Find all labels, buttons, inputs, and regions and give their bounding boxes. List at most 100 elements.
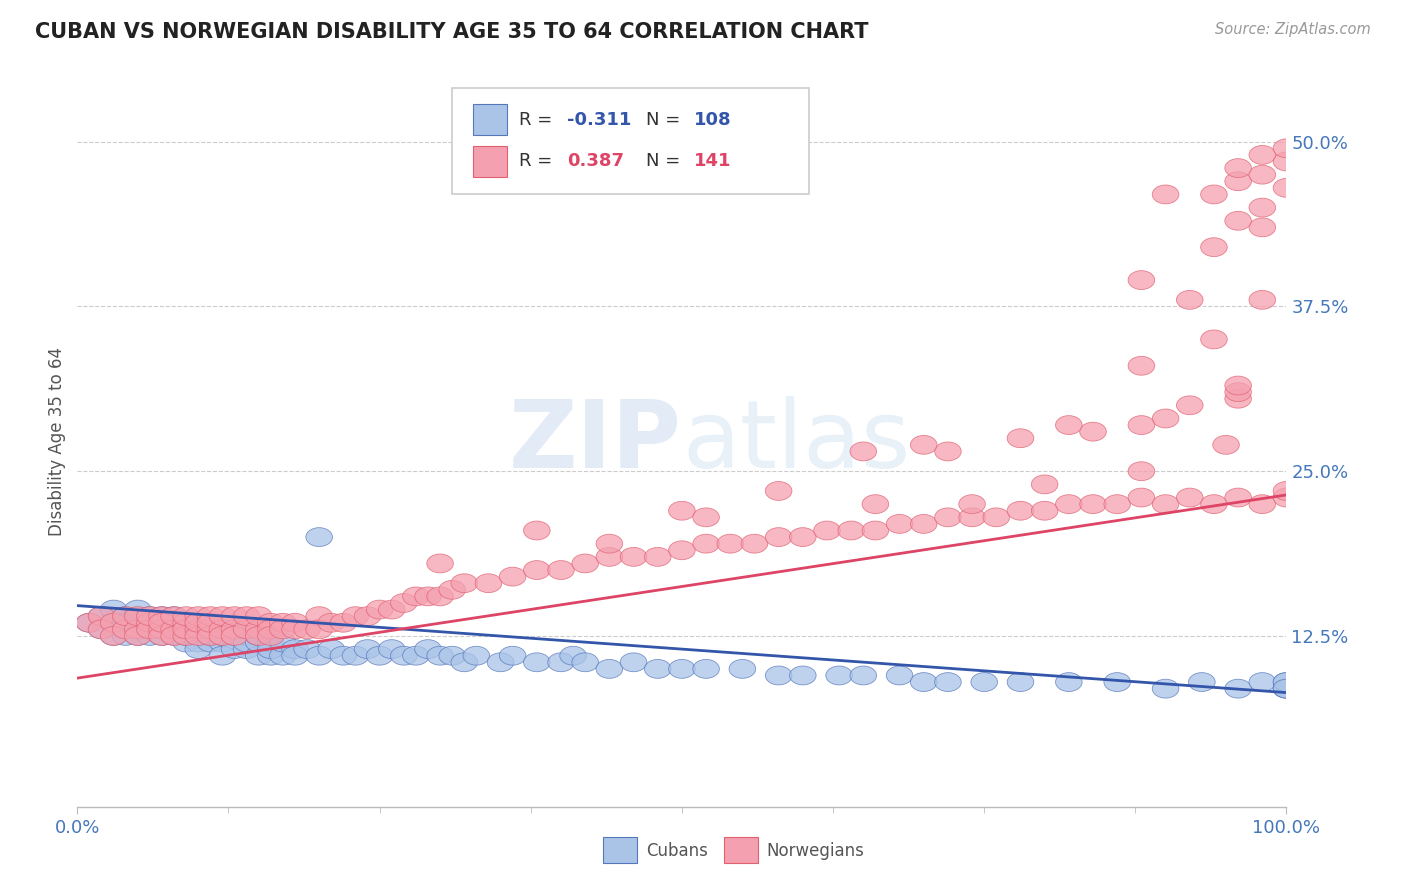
- Ellipse shape: [197, 626, 224, 645]
- Ellipse shape: [209, 607, 236, 625]
- Ellipse shape: [1274, 178, 1299, 197]
- Ellipse shape: [197, 633, 224, 652]
- Ellipse shape: [186, 626, 211, 645]
- Ellipse shape: [149, 607, 176, 625]
- Ellipse shape: [1249, 198, 1275, 217]
- Ellipse shape: [499, 567, 526, 586]
- Ellipse shape: [209, 626, 236, 645]
- Ellipse shape: [318, 640, 344, 658]
- Ellipse shape: [862, 521, 889, 540]
- Ellipse shape: [221, 620, 247, 639]
- Ellipse shape: [1274, 488, 1299, 507]
- Text: 0.387: 0.387: [567, 153, 624, 170]
- Ellipse shape: [89, 620, 115, 639]
- Ellipse shape: [149, 626, 176, 645]
- Ellipse shape: [972, 673, 997, 691]
- Ellipse shape: [548, 560, 574, 580]
- Ellipse shape: [1274, 152, 1299, 171]
- Ellipse shape: [186, 633, 211, 652]
- Ellipse shape: [693, 534, 720, 553]
- Ellipse shape: [186, 607, 211, 625]
- Ellipse shape: [136, 614, 163, 632]
- Ellipse shape: [125, 607, 150, 625]
- Ellipse shape: [100, 600, 127, 619]
- Ellipse shape: [402, 647, 429, 665]
- Ellipse shape: [186, 626, 211, 645]
- Ellipse shape: [596, 548, 623, 566]
- Ellipse shape: [160, 620, 187, 639]
- Text: Source: ZipAtlas.com: Source: ZipAtlas.com: [1215, 22, 1371, 37]
- Ellipse shape: [1177, 396, 1204, 415]
- Ellipse shape: [717, 534, 744, 553]
- Ellipse shape: [959, 495, 986, 514]
- Ellipse shape: [959, 508, 986, 527]
- Ellipse shape: [233, 607, 260, 625]
- Ellipse shape: [439, 647, 465, 665]
- Ellipse shape: [596, 534, 623, 553]
- Ellipse shape: [499, 647, 526, 665]
- Ellipse shape: [1153, 409, 1178, 428]
- Ellipse shape: [221, 620, 247, 639]
- Ellipse shape: [378, 600, 405, 619]
- Ellipse shape: [1274, 679, 1299, 698]
- Ellipse shape: [862, 495, 889, 514]
- Ellipse shape: [233, 633, 260, 652]
- Ellipse shape: [814, 521, 841, 540]
- Ellipse shape: [1032, 501, 1057, 520]
- Ellipse shape: [935, 508, 962, 527]
- Ellipse shape: [197, 614, 224, 632]
- Ellipse shape: [1201, 330, 1227, 349]
- Ellipse shape: [149, 620, 176, 639]
- Ellipse shape: [197, 607, 224, 625]
- Ellipse shape: [1056, 416, 1083, 434]
- Ellipse shape: [112, 607, 139, 625]
- Ellipse shape: [160, 620, 187, 639]
- Ellipse shape: [439, 581, 465, 599]
- Ellipse shape: [1274, 673, 1299, 691]
- Ellipse shape: [415, 587, 441, 606]
- Ellipse shape: [1128, 356, 1154, 376]
- Ellipse shape: [197, 614, 224, 632]
- Ellipse shape: [1153, 185, 1178, 204]
- Ellipse shape: [112, 620, 139, 639]
- Ellipse shape: [911, 673, 936, 691]
- Ellipse shape: [1177, 488, 1204, 507]
- Ellipse shape: [307, 647, 332, 665]
- Ellipse shape: [186, 614, 211, 632]
- Ellipse shape: [391, 593, 418, 613]
- Text: ZIP: ZIP: [509, 395, 682, 488]
- Ellipse shape: [257, 626, 284, 645]
- Ellipse shape: [415, 640, 441, 658]
- Ellipse shape: [572, 554, 599, 573]
- Ellipse shape: [851, 442, 876, 461]
- Ellipse shape: [209, 620, 236, 639]
- Ellipse shape: [391, 647, 418, 665]
- Ellipse shape: [125, 614, 150, 632]
- Ellipse shape: [233, 626, 260, 645]
- Ellipse shape: [1007, 501, 1033, 520]
- Ellipse shape: [112, 620, 139, 639]
- Ellipse shape: [149, 626, 176, 645]
- Ellipse shape: [1274, 679, 1299, 698]
- Text: N =: N =: [645, 153, 686, 170]
- Ellipse shape: [173, 620, 200, 639]
- Ellipse shape: [596, 659, 623, 678]
- Ellipse shape: [1080, 422, 1107, 441]
- Ellipse shape: [1128, 270, 1154, 290]
- Ellipse shape: [1128, 462, 1154, 481]
- Ellipse shape: [1225, 376, 1251, 395]
- Ellipse shape: [136, 620, 163, 639]
- Ellipse shape: [886, 515, 912, 533]
- Ellipse shape: [100, 626, 127, 645]
- Ellipse shape: [281, 640, 308, 658]
- Ellipse shape: [765, 482, 792, 500]
- Ellipse shape: [669, 659, 695, 678]
- Ellipse shape: [1007, 673, 1033, 691]
- Ellipse shape: [1225, 172, 1251, 191]
- Ellipse shape: [246, 626, 271, 645]
- Ellipse shape: [669, 501, 695, 520]
- Ellipse shape: [112, 626, 139, 645]
- Ellipse shape: [307, 607, 332, 625]
- Ellipse shape: [173, 607, 200, 625]
- Ellipse shape: [523, 653, 550, 672]
